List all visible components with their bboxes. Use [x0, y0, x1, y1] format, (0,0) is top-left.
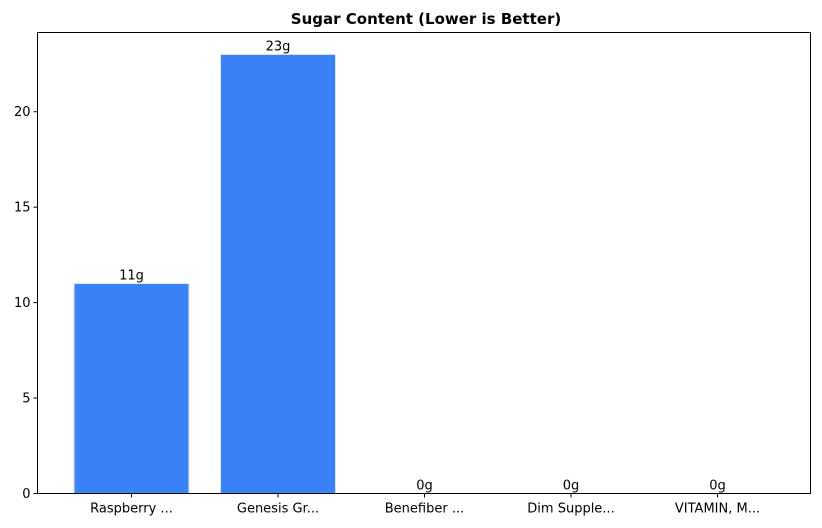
y-tick-label-3: 15: [14, 201, 31, 216]
ticks-layer: Raspberry ... Genesis Gr... Benefiber ... D…: [14, 105, 760, 516]
bars-layer: [73, 53, 336, 494]
chart-title: Sugar Content (Lower is Better): [291, 10, 561, 28]
bar-1: [220, 53, 336, 494]
data-labels-layer: 11g 23g 0g 0g 0g: [119, 39, 726, 493]
y-tick-label-4: 20: [14, 105, 31, 120]
bar-0: [73, 283, 190, 494]
x-tick-label-1: Genesis Gr...: [237, 502, 319, 517]
data-label-4: 0g: [709, 479, 726, 494]
plot-area-frame: [37, 32, 811, 494]
x-tick-label-0: Raspberry ...: [90, 502, 173, 517]
data-label-0: 11g: [119, 269, 144, 284]
y-tick-label-2: 10: [14, 296, 31, 311]
data-label-2: 0g: [416, 479, 433, 494]
x-tick-label-2: Benefiber ...: [385, 502, 464, 517]
data-label-1: 23g: [266, 39, 291, 54]
data-label-3: 0g: [563, 479, 580, 494]
x-tick-label-4: VITAMIN, M...: [675, 502, 760, 517]
x-tick-label-3: Dim Supple...: [527, 502, 614, 517]
y-tick-label-0: 0: [22, 487, 30, 502]
y-tick-label-1: 5: [22, 392, 30, 407]
